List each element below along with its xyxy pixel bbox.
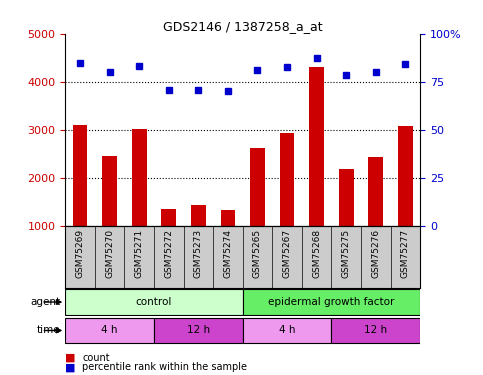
Bar [221, 210, 235, 226]
Text: GSM75272: GSM75272 [164, 229, 173, 278]
Text: 12 h: 12 h [187, 326, 210, 336]
Text: time: time [37, 326, 60, 336]
Text: GSM75274: GSM75274 [224, 229, 232, 278]
Bar [369, 157, 383, 226]
Text: GSM75271: GSM75271 [135, 229, 143, 278]
Bar [309, 68, 324, 226]
Text: GSM75276: GSM75276 [371, 229, 380, 278]
Text: percentile rank within the sample: percentile rank within the sample [82, 363, 247, 372]
Bar [242, 318, 331, 343]
Bar [331, 318, 420, 343]
Text: GSM75269: GSM75269 [75, 229, 85, 278]
Text: 4 h: 4 h [279, 326, 295, 336]
Text: ■: ■ [65, 353, 76, 363]
Text: 4 h: 4 h [101, 326, 118, 336]
Text: GSM75267: GSM75267 [283, 229, 292, 278]
Bar [132, 129, 146, 226]
Text: GSM75268: GSM75268 [312, 229, 321, 278]
Bar [154, 318, 243, 343]
Text: agent: agent [30, 297, 60, 307]
Bar [65, 318, 154, 343]
Bar [339, 169, 354, 226]
Text: GSM75270: GSM75270 [105, 229, 114, 278]
Text: GSM75265: GSM75265 [253, 229, 262, 278]
Text: epidermal growth factor: epidermal growth factor [268, 297, 395, 307]
Text: GSM75277: GSM75277 [401, 229, 410, 278]
Bar [102, 156, 117, 226]
Text: count: count [82, 353, 110, 363]
Bar [250, 148, 265, 226]
Bar [398, 126, 413, 226]
Bar [65, 289, 242, 315]
Bar [72, 125, 87, 226]
Bar [191, 206, 206, 226]
Text: control: control [136, 297, 172, 307]
Text: 12 h: 12 h [364, 326, 387, 336]
Text: GSM75273: GSM75273 [194, 229, 203, 278]
Bar [242, 289, 420, 315]
Bar [161, 209, 176, 226]
Text: ■: ■ [65, 363, 76, 372]
Text: GSM75275: GSM75275 [342, 229, 351, 278]
Bar [280, 133, 295, 226]
Title: GDS2146 / 1387258_a_at: GDS2146 / 1387258_a_at [163, 20, 323, 33]
